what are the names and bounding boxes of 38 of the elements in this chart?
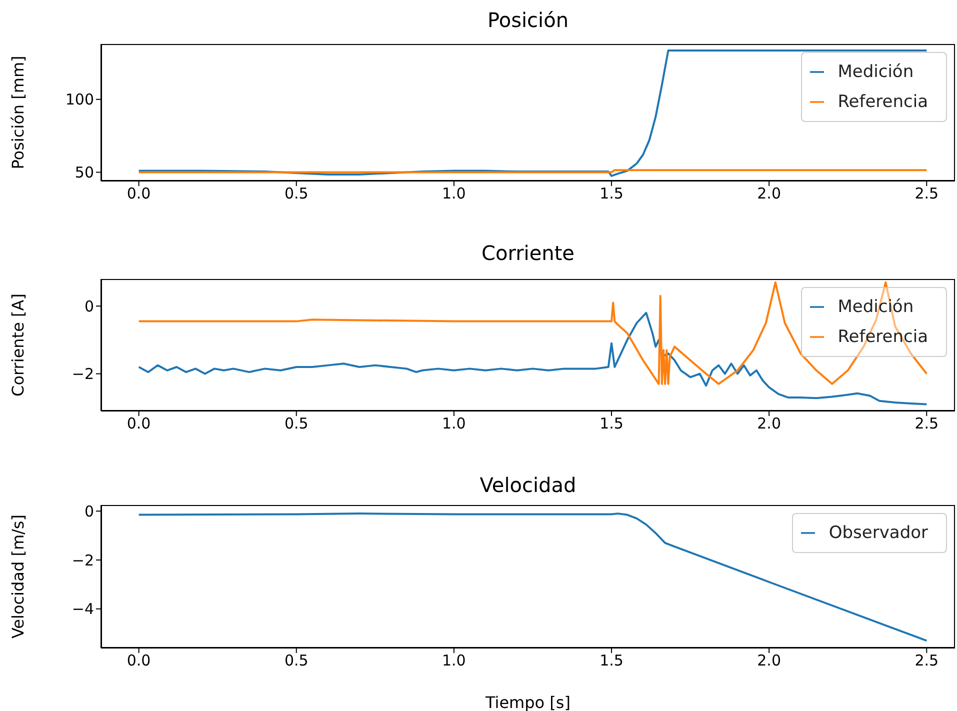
line-series: [138, 281, 928, 385]
x-tick-label: 1.0: [442, 184, 466, 203]
legend-label: Referencia: [838, 92, 928, 112]
y-tick-label: 0: [84, 502, 94, 520]
x-tick-label: 1.5: [600, 414, 624, 433]
y-tick-label: 0: [84, 297, 94, 316]
x-tick-label: 1.0: [442, 652, 466, 670]
y-tick-label: 50: [74, 164, 94, 182]
x-tick-label: 0.0: [126, 184, 151, 203]
x-tick-label: 1.5: [600, 652, 624, 670]
x-axis-title: Tiempo [s]: [484, 693, 571, 711]
x-tick-label: 0.0: [126, 414, 151, 433]
chart-title: Velocidad: [478, 473, 578, 497]
x-tick-label: 0.5: [284, 414, 308, 433]
y-tick-label: −2: [72, 551, 94, 570]
line-series: [138, 312, 928, 406]
x-tick-label: 2.0: [757, 184, 782, 203]
x-tick-label: 1.5: [600, 184, 624, 203]
x-tick-label: 0.0: [126, 652, 151, 670]
y-axis-title: Posición [mm]: [8, 56, 28, 170]
x-tick-label: 0.5: [284, 652, 308, 670]
chart-title: Posición: [486, 8, 570, 32]
x-tick-label: 0.5: [284, 184, 308, 203]
x-tick-label: 2.5: [914, 184, 939, 203]
y-tick-label: −2: [72, 365, 94, 384]
y-tick-label: −4: [72, 600, 94, 618]
legend-label: Medición: [838, 62, 914, 82]
legend-label: Observador: [828, 523, 928, 543]
x-tick-label: 2.5: [914, 652, 939, 670]
x-tick-label: 2.0: [757, 652, 782, 670]
chart-title: Corriente: [480, 241, 576, 265]
y-tick-label: 100: [65, 90, 94, 109]
x-tick-label: 1.0: [442, 414, 466, 433]
line-series: [138, 512, 928, 642]
y-axis-title: Velocidad [m/s]: [8, 514, 28, 639]
x-tick-label: 2.0: [757, 414, 782, 433]
y-axis-title: Corriente [A]: [8, 294, 28, 396]
x-tick-label: 2.5: [914, 414, 939, 433]
